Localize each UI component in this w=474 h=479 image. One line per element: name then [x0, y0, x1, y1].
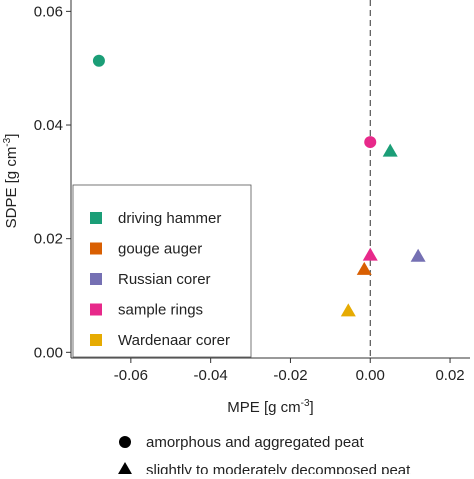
shape-legend: amorphous and aggregated peat slightly to… — [117, 434, 411, 479]
shape-legend-triangle — [117, 461, 133, 475]
x-tick-label: 0.00 — [356, 367, 385, 384]
color-legend: driving hammer gouge auger Russian corer sa… — [72, 184, 252, 358]
point-driving-hammer-triangle — [382, 143, 398, 157]
legend-key-sample-rings — [90, 303, 102, 316]
y-tick-label: 0.00 — [34, 344, 63, 361]
legend-label-russian-corer: Russian corer — [118, 271, 211, 288]
y-axis-title: SDPE [g cm-3] — [2, 134, 20, 229]
data-points — [92, 54, 426, 317]
point-driving-hammer-circle — [92, 54, 105, 67]
legend-key-gouge-auger — [90, 242, 102, 255]
point-gouge-auger-triangle — [356, 261, 372, 275]
shape-legend-label-slightly-to-moderately-decomposed-peat: slightly to moderately decomposed peat — [146, 462, 411, 474]
point-wardenaar-corer-triangle — [340, 303, 356, 317]
x-axis-title: MPE [g cm-3] — [227, 398, 313, 416]
legend-key-russian-corer — [90, 273, 102, 285]
y-tick-label: 0.02 — [34, 231, 63, 248]
point-sample-rings-triangle — [362, 247, 378, 261]
shape-legend-circle — [119, 436, 131, 448]
legend-label-sample-rings: sample rings — [118, 302, 203, 319]
legend-label-driving-hammer: driving hammer — [118, 210, 221, 227]
axes: 0.00 0.02 0.04 0.06 -0.06 -0.04 -0.02 0.00 0.02 M… — [2, 0, 470, 416]
y-tick-label: 0.04 — [34, 117, 63, 134]
point-russian-corer-triangle — [410, 248, 426, 262]
shape-legend-label-amorphous-and-aggregated-peat: amorphous and aggregated peat — [146, 434, 365, 451]
legend-label-wardenaar-corer: Wardenaar corer — [118, 332, 230, 349]
y-tick-label: 0.06 — [34, 3, 63, 20]
legend-key-wardenaar-corer — [90, 334, 102, 346]
legend-box — [72, 184, 252, 358]
x-tick-label: -0.02 — [273, 367, 307, 384]
legend-key-driving-hammer — [90, 212, 102, 224]
legend-label-gouge-auger: gouge auger — [118, 241, 202, 258]
x-tick-label: -0.06 — [114, 367, 148, 384]
point-sample-rings-circle — [364, 136, 377, 149]
x-tick-label: 0.02 — [435, 367, 464, 384]
x-tick-label: -0.04 — [194, 367, 228, 384]
